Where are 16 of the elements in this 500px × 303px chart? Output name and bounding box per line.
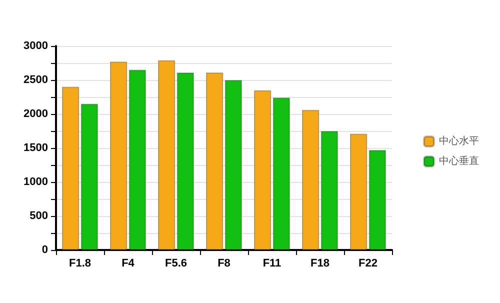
x-tick-label: F1.8 <box>68 258 92 270</box>
y-tick-label: 2000 <box>24 108 48 120</box>
x-tick-label: F5.6 <box>164 258 188 270</box>
legend-label: 中心垂直 <box>439 155 479 167</box>
y-tick-label: 2500 <box>24 74 48 86</box>
y-tick-label: 1000 <box>24 176 48 188</box>
x-tick-label: F18 <box>310 258 330 270</box>
y-tick-label: 3000 <box>24 40 48 52</box>
x-tick-label: F8 <box>218 258 230 270</box>
legend-label: 中心水平 <box>439 135 479 147</box>
x-tick-label: F22 <box>358 258 378 270</box>
y-tick-label: 500 <box>30 210 48 222</box>
y-tick-label: 1500 <box>24 142 48 154</box>
y-tick-label: 0 <box>42 244 48 256</box>
x-tick-label: F11 <box>262 258 282 270</box>
x-tick-label: F4 <box>122 258 136 270</box>
